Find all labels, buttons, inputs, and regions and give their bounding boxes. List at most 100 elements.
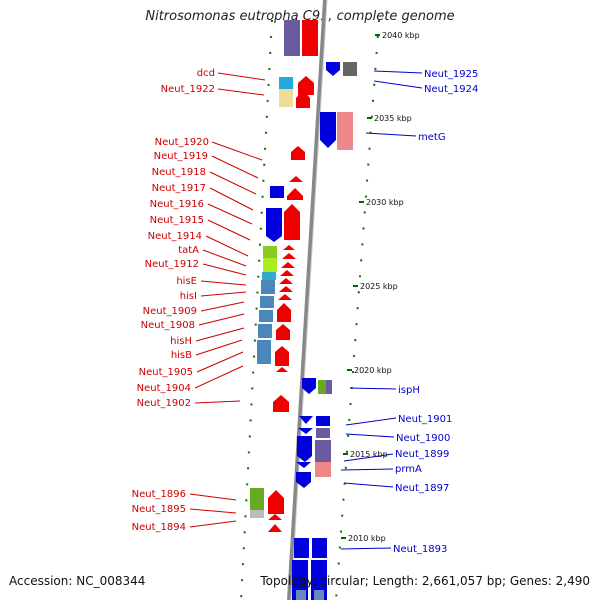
gene-arrow [296,472,311,488]
gene-block [279,89,293,107]
forward-strand-genes [266,62,357,600]
gene-arrow [273,395,289,412]
gene-arrow [296,90,310,108]
gene-block [316,416,330,426]
gene-label-neut-1924: Neut_1924 [424,84,478,95]
outer-tick-ring [335,19,380,600]
gene-arrow [294,538,309,558]
gene-label-hise: hisE [176,276,197,287]
gene-label-neut-1912: Neut_1912 [145,259,199,270]
gene-label-tata: tatA [178,245,199,256]
gene-arrow [283,245,295,250]
gene-arrow [320,112,336,148]
gene-block [315,462,331,477]
gene-label-neut-1900: Neut_1900 [396,433,450,444]
tick-2025-label: 2025 kbp [360,282,398,291]
gene-label-prma: prmA [395,464,422,475]
tick-2035-label: 2035 kbp [374,114,412,123]
gene-arrow [287,188,303,200]
accession-text: Accession: NC_008344 [9,574,146,588]
gene-arrow [276,367,288,372]
gene-block [343,62,357,76]
genome-summary-text: Topology: circular; Length: 2,661,057 bp… [260,574,590,588]
gene-arrow [326,62,340,76]
gene-arrow [277,303,291,322]
gene-arrow [282,253,296,259]
left-connectors [189,72,266,528]
tick-2030-label: 2030 kbp [366,198,404,207]
gene-label-neut-1899: Neut_1899 [395,449,449,460]
gene-arrow [280,270,294,276]
gene-label-neut-1893: Neut_1893 [393,544,447,555]
gene-label-metg: metG [418,132,446,143]
gene-arrow [270,186,284,198]
gene-label-isph: ispH [398,385,420,396]
gene-label-neut-1915: Neut_1915 [150,215,204,226]
reverse-strand-genes [268,20,318,532]
gene-arrow [279,286,293,292]
gene-label-neut-1916: Neut_1916 [150,199,204,210]
gene-arrow [284,204,300,240]
gene-arrow [296,462,311,468]
gene-block [315,440,331,462]
gene-arrow [268,490,284,514]
gene-block [302,20,318,56]
gene-label-neut-1920: Neut_1920 [155,137,209,148]
gene-label-neut-1918: Neut_1918 [152,167,206,178]
tick-2010-label: 2010 kbp [348,534,386,543]
colored-gene-blocks [250,246,277,518]
gene-label-neut-1908: Neut_1908 [141,320,195,331]
gene-arrow [276,324,290,340]
gene-label-neut-1895: Neut_1895 [132,504,186,515]
gene-label-neut-1894: Neut_1894 [132,522,186,533]
gene-label-neut-1919: Neut_1919 [154,151,208,162]
gene-arrow [268,524,282,532]
gene-arrow [299,416,313,424]
gene-arrow [275,346,289,366]
left-gene-labels: dcd Neut_1922 Neut_1920 Neut_1919 Neut_1… [132,68,215,533]
gene-label-neut-1897: Neut_1897 [395,483,449,494]
gene-arrow [298,428,313,434]
gene-block [316,428,330,438]
gene-block [279,77,293,89]
gene-label-neut-1905: Neut_1905 [139,367,193,378]
gene-arrow [302,378,316,394]
gene-label-dcd: dcd [197,68,215,79]
gene-arrow [312,538,327,558]
gene-block [284,20,300,56]
gene-label-hisb: hisB [171,350,192,361]
gene-label-neut-1922: Neut_1922 [161,84,215,95]
gene-arrow [278,294,292,300]
gene-arrow [289,176,303,182]
gene-arrow [298,76,314,95]
map-title: Nitrosomonas eutropha C91, complete geno… [145,9,455,24]
gene-label-hisi: hisI [180,291,197,302]
backbone-highlight [290,0,328,600]
gene-arrow [281,262,295,268]
gene-arrow [291,146,305,160]
gene-block [337,112,353,150]
inner-tick-ring [240,19,273,600]
gene-arrow [297,436,312,462]
gene-label-neut-1904: Neut_1904 [137,383,191,394]
gene-arrow [266,208,282,242]
gene-label-hish: hisH [170,336,192,347]
tick-2040-label: 2040 kbp [382,31,420,40]
right-connectors [340,70,423,550]
gene-label-neut-1909: Neut_1909 [143,306,197,317]
gene-block [318,380,326,394]
gene-block [326,380,332,394]
gene-label-neut-1914: Neut_1914 [148,231,202,242]
tick-2020-label: 2020 kbp [354,366,392,375]
right-gene-labels: Neut_1925 Neut_1924 metG ispH Neut_1901 … [393,69,478,555]
gene-label-neut-1901: Neut_1901 [398,414,452,425]
gene-label-neut-1925: Neut_1925 [424,69,478,80]
genome-backbone [287,0,327,600]
gene-label-neut-1896: Neut_1896 [132,489,186,500]
gene-label-neut-1902: Neut_1902 [137,398,191,409]
gene-block [314,590,324,600]
gene-arrow [268,514,282,520]
gene-label-neut-1917: Neut_1917 [152,183,206,194]
gene-block [296,590,306,600]
